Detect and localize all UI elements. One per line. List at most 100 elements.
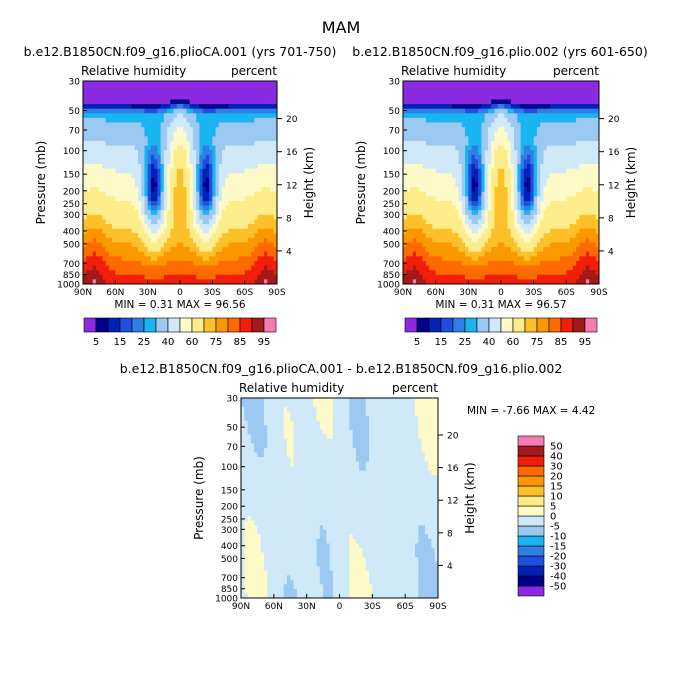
field-cell	[222, 214, 226, 220]
field-cell	[507, 187, 512, 193]
field-cell	[121, 242, 126, 248]
field-cell	[556, 210, 561, 216]
field-cell	[559, 191, 564, 197]
field-cell	[487, 122, 492, 128]
field-cell	[504, 233, 508, 239]
field-cell	[112, 214, 116, 220]
field-cell	[99, 200, 103, 206]
field-cell	[86, 85, 90, 91]
field-cell	[160, 117, 165, 123]
field-cell	[546, 191, 551, 197]
field-cell	[425, 187, 430, 193]
field-cell	[458, 117, 463, 123]
field-cell	[83, 224, 87, 230]
field-cell	[579, 228, 584, 234]
field-cell	[478, 122, 482, 128]
field-cell	[582, 182, 587, 188]
field-cell	[579, 242, 584, 248]
field-cell	[563, 182, 567, 188]
field-cell	[160, 274, 165, 280]
field-cell	[572, 140, 577, 146]
field-cell	[409, 200, 414, 206]
field-cell	[592, 205, 597, 211]
field-cell	[264, 108, 268, 114]
field-cell	[419, 150, 423, 156]
field-cell	[556, 90, 561, 96]
field-cell	[95, 90, 100, 96]
field-cell	[471, 94, 476, 100]
field-cell	[231, 122, 236, 128]
field-cell	[228, 205, 233, 211]
field-cell	[121, 154, 126, 160]
field-cell	[461, 251, 466, 257]
field-cell	[501, 187, 505, 193]
field-cell	[595, 145, 600, 151]
field-cell	[425, 228, 430, 234]
field-cell	[163, 219, 168, 225]
field-cell	[173, 256, 178, 262]
lat-tick-label: 30N	[139, 288, 157, 298]
field-cell	[163, 274, 168, 280]
field-cell	[176, 228, 181, 234]
field-cell	[202, 279, 207, 285]
field-cell	[128, 242, 132, 248]
field-cell	[572, 191, 577, 197]
field-cell	[474, 233, 479, 239]
field-cell	[141, 256, 145, 262]
field-cell	[241, 228, 246, 234]
field-cell	[231, 214, 236, 220]
field-cell	[112, 159, 116, 165]
field-cell	[543, 228, 548, 234]
field-cell	[102, 159, 107, 165]
field-cell	[225, 196, 229, 202]
field-cell	[86, 265, 90, 271]
field-cell	[137, 131, 142, 137]
field-cell	[86, 145, 90, 151]
field-cell	[267, 127, 271, 133]
field-cell	[95, 237, 100, 243]
field-cell	[514, 196, 518, 202]
field-cell	[406, 94, 410, 100]
field-cell	[556, 122, 561, 128]
field-cell	[514, 242, 518, 248]
field-cell	[167, 94, 171, 100]
field-cell	[131, 191, 136, 197]
field-cell	[231, 140, 236, 146]
field-cell	[86, 159, 90, 165]
field-cell	[527, 233, 531, 239]
field-cell	[543, 182, 548, 188]
field-cell	[592, 113, 597, 119]
field-cell	[566, 117, 570, 123]
field-cell	[425, 150, 430, 156]
field-cell	[550, 122, 554, 128]
field-cell	[487, 237, 492, 243]
field-cell	[144, 113, 149, 119]
field-cell	[141, 81, 145, 87]
field-cell	[592, 108, 597, 114]
field-cell	[167, 219, 171, 225]
field-cell	[173, 173, 178, 179]
field-cell	[510, 224, 515, 230]
field-cell	[234, 274, 239, 280]
field-cell	[147, 113, 152, 119]
field-cell	[251, 159, 255, 165]
field-cell	[238, 81, 242, 87]
field-cell	[481, 131, 486, 137]
field-cell	[92, 219, 97, 225]
field-cell	[465, 99, 469, 105]
field-cell	[527, 237, 531, 243]
field-cell	[118, 274, 123, 280]
field-cell	[497, 81, 502, 87]
field-cell	[183, 127, 187, 133]
field-cell	[510, 177, 515, 183]
field-cell	[125, 85, 129, 91]
field-cell	[173, 196, 178, 202]
field-cell	[270, 196, 275, 202]
field-cell	[540, 94, 544, 100]
field-cell	[585, 168, 590, 174]
field-cell	[134, 256, 139, 262]
field-cell	[409, 104, 414, 110]
field-cell	[173, 214, 178, 220]
field-cell	[83, 214, 87, 220]
field-cell	[209, 247, 213, 253]
